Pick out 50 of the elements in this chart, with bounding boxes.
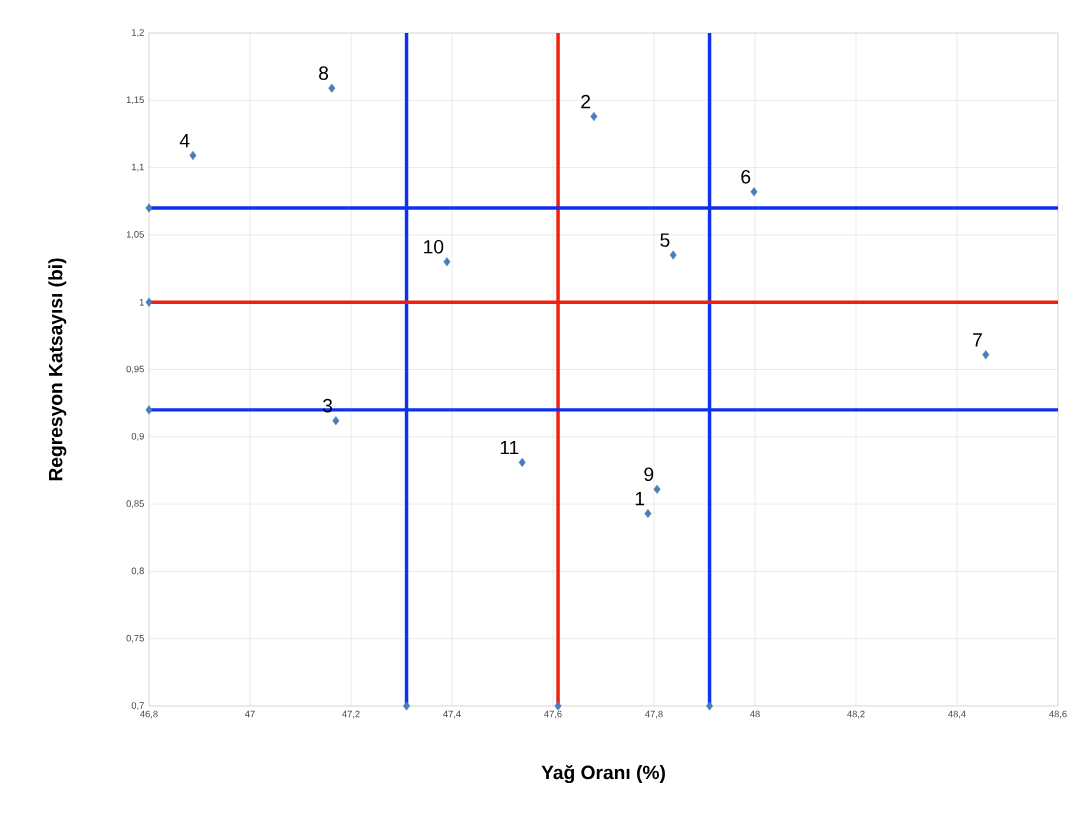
x-tick-label: 48	[750, 710, 760, 718]
y-axis-title: Regresyon Katsayısı (bi)	[48, 258, 67, 481]
point	[145, 203, 153, 213]
point	[443, 257, 451, 267]
y-tick-label: 0,85	[126, 500, 144, 508]
point	[145, 405, 153, 415]
point	[750, 187, 758, 197]
point	[518, 457, 526, 467]
point	[706, 701, 714, 711]
point	[145, 297, 153, 307]
x-tick-label: 47,4	[443, 710, 461, 719]
y-tick-label: 1,1	[132, 163, 144, 172]
y-tick-label: 1,05	[126, 231, 144, 239]
point	[189, 150, 197, 161]
x-tick-label: 47,8	[645, 710, 663, 719]
point	[554, 701, 562, 711]
point	[653, 484, 661, 494]
y-tick-label: 1	[139, 298, 144, 306]
annotation: 6	[741, 169, 751, 184]
x-axis-title: Yağ Oranı (%)	[541, 764, 665, 784]
annotation: 8	[319, 66, 329, 80]
point	[590, 111, 598, 121]
annotation: 1	[635, 492, 645, 506]
x-tick-label: 46,8	[140, 710, 158, 719]
y-tick-label: 0,75	[126, 634, 144, 643]
point	[644, 508, 652, 519]
annotation: 10	[424, 239, 444, 254]
x-tick-label: 48,6	[1049, 710, 1067, 719]
annotation: 2	[581, 94, 590, 109]
annotation: 4	[179, 134, 190, 148]
y-tick-label: 0,7	[131, 702, 144, 710]
annotation: 11	[500, 440, 519, 455]
point	[403, 701, 411, 711]
y-tick-label: 0,8	[131, 567, 144, 576]
point	[982, 350, 990, 360]
y-tick-label: 0,9	[131, 432, 144, 441]
x-tick-label: 47	[245, 710, 255, 718]
x-tick-label: 48,4	[948, 710, 966, 719]
x-tick-label: 47,6	[544, 710, 562, 719]
y-tick-label: 1,15	[126, 96, 144, 105]
annotation: 7	[973, 333, 982, 347]
x-tick-label: 47,2	[342, 710, 360, 719]
point	[328, 83, 336, 93]
y-tick-label: 0,95	[126, 365, 144, 374]
x-tick-label: 48,2	[847, 710, 865, 719]
point	[332, 416, 340, 426]
annotation: 5	[660, 233, 670, 247]
annotation: 9	[644, 467, 654, 482]
y-tick-label: 1,2	[132, 29, 144, 37]
point	[669, 250, 677, 260]
